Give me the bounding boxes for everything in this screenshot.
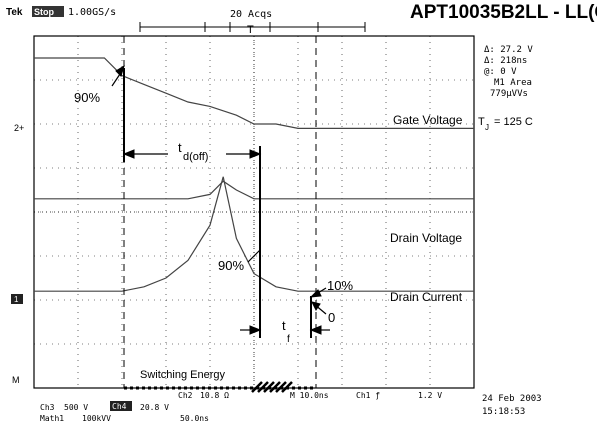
footer-ch4-scale: 20.8 V — [140, 403, 169, 412]
graticule-grid — [34, 36, 474, 388]
footer-ohm-label: Ch2 — [178, 391, 193, 400]
gate-90-label: 90% — [74, 90, 100, 105]
footer-math-label: Math1 — [40, 414, 64, 423]
channel-marker-1: 1 — [14, 295, 19, 304]
label-drain-voltage: Drain Voltage — [390, 231, 462, 245]
title-fragment: APT10035B2LL - LL(G — [410, 2, 597, 23]
td-arrowhead-left — [122, 149, 135, 159]
tj-sub: J — [485, 123, 489, 132]
label-gate-voltage: Gate Voltage — [393, 113, 463, 127]
tf-arrowhead-right — [309, 325, 322, 335]
pct10-arrowhead — [309, 289, 322, 298]
footer-badge-bg — [110, 401, 132, 411]
channel-marker-math: M — [12, 375, 20, 385]
drain-90-label: 90% — [218, 258, 244, 273]
readout-delta-t: Δ: 218ns — [484, 56, 527, 66]
tj-label: T J = 125 C — [478, 116, 533, 132]
zero-label: 0 — [328, 310, 335, 325]
gate-90-arrowhead — [115, 64, 125, 77]
td-label-t: t — [178, 140, 182, 155]
header-badge-bg — [32, 6, 64, 17]
td-label-sub: d(off) — [183, 151, 208, 163]
td-arrowhead-right — [249, 149, 262, 159]
trace-gate-voltage — [34, 57, 474, 129]
channel-marker-2: 2+ — [14, 123, 24, 133]
footer-date: 24 Feb 2003 — [482, 394, 542, 404]
footer-time: 15:18:53 — [482, 407, 525, 417]
readout-at-v: @: 0 V — [484, 67, 517, 77]
footer-math-time: 50.0ns — [180, 414, 209, 423]
footer-m-time: M 10.0ns — [290, 391, 329, 400]
waveform-traces — [34, 57, 474, 292]
drain-90-pointer — [247, 249, 261, 263]
footer-ch3-label: Ch3 — [40, 403, 55, 412]
tj-t: T — [478, 116, 485, 128]
readout-panel: Δ: 27.2 V Δ: 218ns @: 0 V M1 Area 779µVV… — [484, 45, 533, 99]
readout-m1-value: 779µVVs — [490, 89, 528, 99]
tf-label-t: t — [282, 318, 286, 333]
channel-marker-1-box — [11, 294, 23, 304]
footer-ch3-badge: Ch4 — [112, 402, 127, 411]
pct10-label: 10% — [327, 278, 353, 293]
footer-ohm-value: 10.8 Ω — [200, 391, 229, 400]
sample-rate: 1.00GS/s — [68, 7, 116, 18]
timing-annotations — [111, 64, 330, 338]
energy-hatch — [251, 381, 293, 393]
footer-ch3-scale: 500 V — [64, 403, 88, 412]
tj-value: = 125 C — [494, 116, 533, 128]
trigger-marker: T — [247, 24, 254, 36]
record-bar — [139, 22, 366, 32]
switching-energy-marker — [124, 381, 316, 393]
readout-m1-area: M1 Area — [494, 78, 532, 88]
tf-label-sub: f — [287, 334, 290, 345]
header-badge: Stop — [34, 7, 54, 17]
footer-ch1-trig: Ch1 ƒ — [356, 391, 380, 400]
zero-arrowhead — [311, 301, 321, 311]
readout-delta-v: Δ: 27.2 V — [484, 45, 533, 55]
label-drain-current: Drain Current — [390, 290, 463, 304]
label-switching-energy: Switching Energy — [140, 369, 225, 381]
tf-arrowhead-left — [249, 325, 262, 335]
trace-drain-voltage — [34, 180, 474, 200]
header-brand: Tek — [6, 7, 23, 18]
acqs-label: 20 Acqs — [230, 9, 272, 20]
footer-math-scale: 100kVV — [82, 414, 111, 423]
trace-drain-current — [34, 176, 474, 292]
footer-trig-level: 1.2 V — [418, 391, 442, 400]
